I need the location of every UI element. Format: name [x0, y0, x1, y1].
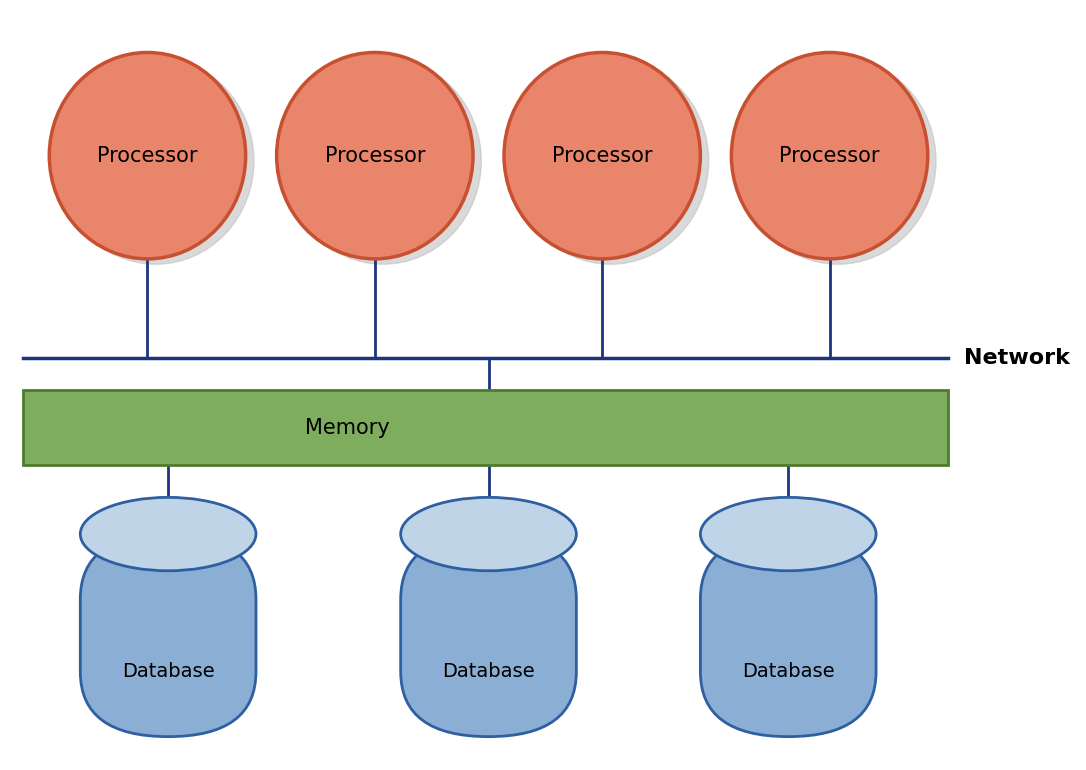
Ellipse shape [58, 58, 254, 264]
Ellipse shape [80, 497, 256, 571]
Text: Processor: Processor [325, 146, 425, 166]
Text: Database: Database [122, 662, 214, 681]
Text: Database: Database [442, 662, 534, 681]
FancyBboxPatch shape [24, 390, 948, 465]
FancyBboxPatch shape [700, 534, 876, 737]
Ellipse shape [285, 58, 481, 264]
Text: Memory: Memory [305, 418, 390, 438]
FancyBboxPatch shape [80, 534, 256, 737]
FancyBboxPatch shape [401, 534, 577, 737]
Text: Network: Network [964, 348, 1070, 368]
Ellipse shape [731, 52, 927, 259]
Text: Processor: Processor [98, 146, 198, 166]
Ellipse shape [401, 497, 577, 571]
Ellipse shape [504, 52, 700, 259]
Ellipse shape [277, 52, 473, 259]
Ellipse shape [740, 58, 936, 264]
Ellipse shape [513, 58, 709, 264]
Ellipse shape [49, 52, 245, 259]
Text: Processor: Processor [780, 146, 880, 166]
Text: Processor: Processor [552, 146, 653, 166]
Ellipse shape [700, 497, 876, 571]
Text: Database: Database [742, 662, 834, 681]
